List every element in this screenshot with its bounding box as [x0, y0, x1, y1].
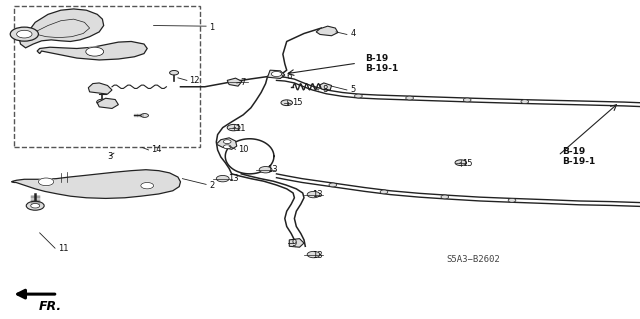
- Text: 1: 1: [209, 23, 214, 32]
- Circle shape: [380, 190, 388, 194]
- Text: FR.: FR.: [38, 300, 61, 314]
- Circle shape: [223, 140, 231, 144]
- Circle shape: [455, 160, 467, 166]
- Circle shape: [38, 178, 54, 186]
- Text: 7: 7: [240, 78, 245, 87]
- Circle shape: [223, 145, 231, 149]
- Circle shape: [355, 94, 362, 98]
- Text: B-19
B-19-1: B-19 B-19-1: [365, 54, 398, 73]
- Circle shape: [441, 195, 449, 199]
- Text: 10: 10: [238, 145, 248, 154]
- Polygon shape: [289, 239, 304, 247]
- Text: 14: 14: [151, 145, 161, 154]
- Text: 4: 4: [351, 29, 356, 38]
- Text: 13: 13: [228, 174, 239, 183]
- Circle shape: [307, 251, 320, 258]
- Text: 2: 2: [209, 181, 214, 190]
- Text: 11: 11: [58, 244, 68, 253]
- Text: 6: 6: [287, 72, 292, 81]
- Circle shape: [521, 100, 529, 103]
- Circle shape: [17, 30, 32, 38]
- Text: B-19
B-19-1: B-19 B-19-1: [562, 147, 595, 166]
- Text: 15: 15: [462, 159, 472, 168]
- Circle shape: [216, 175, 229, 182]
- Text: 15: 15: [292, 98, 302, 107]
- Circle shape: [329, 183, 337, 187]
- Text: 12: 12: [189, 76, 200, 85]
- Text: 5: 5: [350, 85, 355, 94]
- Circle shape: [281, 100, 292, 106]
- Text: 3: 3: [108, 152, 113, 161]
- Circle shape: [97, 99, 108, 105]
- Polygon shape: [227, 78, 242, 86]
- Polygon shape: [320, 83, 332, 90]
- Polygon shape: [12, 170, 180, 198]
- Bar: [14, 6, 200, 147]
- Text: 13: 13: [312, 251, 323, 260]
- Polygon shape: [97, 98, 118, 108]
- Text: S5A3−B2602: S5A3−B2602: [447, 255, 500, 263]
- Text: 9: 9: [291, 239, 296, 248]
- Circle shape: [463, 98, 471, 102]
- Polygon shape: [268, 70, 285, 78]
- Polygon shape: [88, 83, 112, 94]
- Circle shape: [227, 124, 240, 131]
- Circle shape: [259, 167, 272, 173]
- Polygon shape: [19, 9, 104, 48]
- Circle shape: [271, 71, 282, 77]
- Text: 8: 8: [323, 85, 328, 94]
- Circle shape: [86, 47, 104, 56]
- Circle shape: [10, 27, 38, 41]
- Circle shape: [508, 198, 516, 202]
- Circle shape: [26, 201, 44, 210]
- Circle shape: [406, 96, 413, 100]
- Circle shape: [141, 114, 148, 117]
- Circle shape: [307, 191, 320, 198]
- Circle shape: [170, 70, 179, 75]
- Polygon shape: [216, 138, 237, 149]
- Text: 11: 11: [236, 124, 246, 133]
- Polygon shape: [37, 41, 147, 60]
- Circle shape: [31, 204, 40, 208]
- Text: 13: 13: [312, 190, 323, 199]
- Polygon shape: [316, 26, 338, 36]
- Text: 13: 13: [268, 165, 278, 174]
- Circle shape: [141, 182, 154, 189]
